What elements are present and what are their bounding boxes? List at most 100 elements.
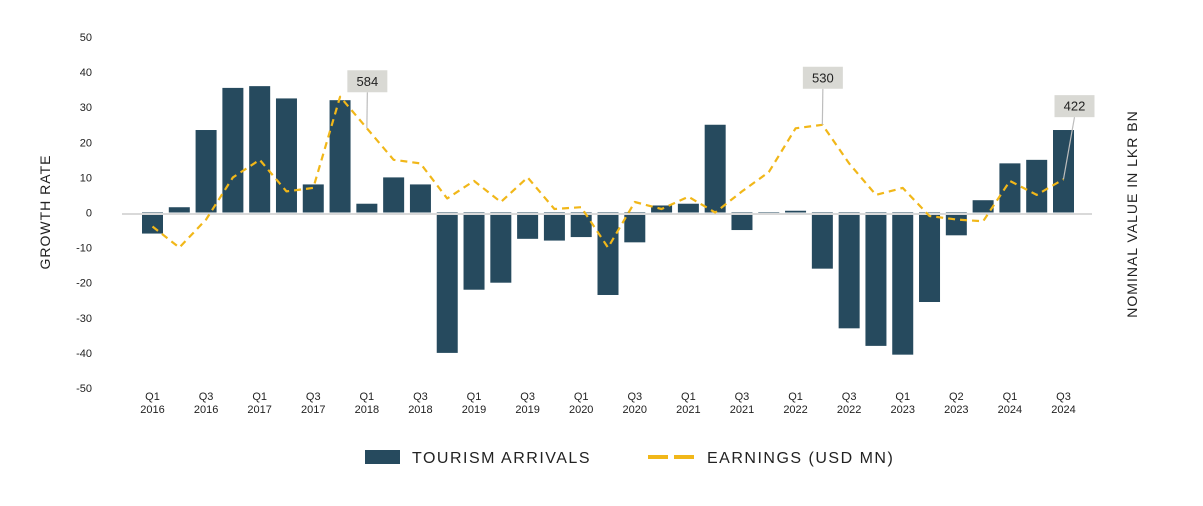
y-tick-label: -40 <box>76 348 92 360</box>
x-tick-quarter: Q3 <box>199 391 214 403</box>
x-tick-quarter: Q3 <box>520 391 535 403</box>
callout-leader <box>821 88 824 125</box>
x-tick-quarter: Q1 <box>788 391 803 403</box>
y-tick-label: 40 <box>80 67 92 79</box>
x-tick-year: 2024 <box>1051 404 1075 416</box>
x-tick-year: 2019 <box>515 404 539 416</box>
bar-tourism-arrivals <box>892 212 914 355</box>
x-tick-quarter: Q3 <box>735 391 750 403</box>
x-tick-year: 2021 <box>730 404 754 416</box>
x-tick-quarter: Q3 <box>1056 391 1071 403</box>
x-tick-quarter: Q3 <box>842 391 857 403</box>
x-tick-quarter: Q3 <box>627 391 642 403</box>
x-tick-quarter: Q2 <box>949 391 964 403</box>
bars-tourism-arrivals <box>142 86 1074 355</box>
y-tick-label: 20 <box>80 137 92 149</box>
y-tick-label: 30 <box>80 102 92 114</box>
bar-tourism-arrivals <box>865 212 887 346</box>
bar-tourism-arrivals <box>597 212 619 295</box>
x-tick-year: 2020 <box>623 404 647 416</box>
y-tick-label: 10 <box>80 172 92 184</box>
callouts: 584 530 422 <box>347 66 1095 180</box>
callout-label: 422 <box>1064 99 1086 114</box>
bar-tourism-arrivals <box>543 212 565 241</box>
bar-tourism-arrivals <box>356 203 378 213</box>
x-tick-quarter: Q1 <box>681 391 696 403</box>
x-tick-quarter: Q1 <box>360 391 375 403</box>
bar-tourism-arrivals <box>999 163 1021 213</box>
bar-tourism-arrivals <box>1053 130 1074 213</box>
x-tick-year: 2018 <box>408 404 432 416</box>
legend-swatch-tourism-arrivals <box>365 450 400 464</box>
x-tick-year: 2019 <box>462 404 486 416</box>
x-tick-quarter: Q1 <box>252 391 267 403</box>
bar-tourism-arrivals <box>972 200 994 213</box>
y-tick-label: -50 <box>76 383 92 395</box>
bar-tourism-arrivals <box>1026 159 1048 213</box>
x-tick-year: 2017 <box>247 404 271 416</box>
bar-tourism-arrivals <box>919 212 941 303</box>
x-tick-quarter: Q1 <box>574 391 589 403</box>
x-tick-year: 2022 <box>783 404 807 416</box>
x-tick-quarter: Q1 <box>1003 391 1018 403</box>
x-tick-year: 2023 <box>890 404 914 416</box>
legend-label-earnings: EARNINGS (USD MN) <box>707 450 894 467</box>
bar-tourism-arrivals <box>222 87 244 213</box>
bar-tourism-arrivals <box>168 207 190 213</box>
x-tick-year: 2020 <box>569 404 593 416</box>
callout-box <box>347 70 388 93</box>
bar-tourism-arrivals <box>195 130 217 213</box>
bar-tourism-arrivals <box>463 212 485 290</box>
y-tick-label: -10 <box>76 243 92 255</box>
y-tick-label: 0 <box>86 208 92 220</box>
secondary-axis-title: NOMINAL VALUE IN LKR BN <box>1124 110 1140 317</box>
x-tick-year: 2016 <box>140 404 164 416</box>
x-tick-year: 2024 <box>998 404 1022 416</box>
callout-label: 530 <box>812 70 834 85</box>
bar-tourism-arrivals <box>436 212 458 353</box>
bar-tourism-arrivals <box>811 212 833 269</box>
x-tick-quarter: Q3 <box>306 391 321 403</box>
x-tick-year: 2022 <box>837 404 861 416</box>
x-tick-quarter: Q1 <box>145 391 160 403</box>
x-tick-quarter: Q1 <box>895 391 910 403</box>
bar-tourism-arrivals <box>409 184 431 213</box>
bar-tourism-arrivals <box>838 212 860 329</box>
bar-tourism-arrivals <box>677 203 699 213</box>
y-tick-label: -20 <box>76 278 92 290</box>
x-tick-year: 2017 <box>301 404 325 416</box>
x-tick-quarter: Q3 <box>413 391 428 403</box>
legend-label-tourism-arrivals: TOURISM ARRIVALS <box>412 450 591 467</box>
callout-box <box>1054 95 1095 118</box>
bar-tourism-arrivals <box>570 212 592 238</box>
line-earnings <box>151 95 1065 249</box>
line-earnings-path <box>151 95 1065 249</box>
x-axis-ticks: Q12016Q32016Q12017Q32017Q12018Q32018Q120… <box>140 391 1075 416</box>
bar-tourism-arrivals <box>275 98 297 213</box>
x-tick-year: 2016 <box>194 404 218 416</box>
bar-tourism-arrivals <box>329 100 351 213</box>
bar-tourism-arrivals <box>945 212 967 236</box>
bar-tourism-arrivals <box>490 212 512 283</box>
y-tick-label: 50 <box>80 32 92 44</box>
x-tick-year: 2018 <box>355 404 379 416</box>
x-tick-year: 2023 <box>944 404 968 416</box>
callout-leader <box>1062 117 1076 180</box>
callout-leader <box>366 92 368 129</box>
bar-tourism-arrivals <box>731 212 753 231</box>
callout-box <box>802 66 843 89</box>
y-axis-ticks: 50 40 30 20 10 0 -10 -20 -30 -40 -50 <box>76 32 92 395</box>
bar-tourism-arrivals <box>383 177 405 213</box>
bar-tourism-arrivals <box>704 124 726 213</box>
bar-tourism-arrivals <box>517 212 539 239</box>
y-tick-label: -30 <box>76 313 92 325</box>
y-axis-title: GROWTH RATE <box>37 155 53 270</box>
legend: TOURISM ARRIVALS EARNINGS (USD MN) <box>365 450 894 467</box>
x-tick-quarter: Q1 <box>467 391 482 403</box>
bar-tourism-arrivals <box>785 210 807 213</box>
callout-label: 584 <box>357 74 379 89</box>
bar-tourism-arrivals <box>624 212 646 243</box>
bar-tourism-arrivals <box>142 212 163 234</box>
bar-tourism-arrivals <box>249 86 271 213</box>
